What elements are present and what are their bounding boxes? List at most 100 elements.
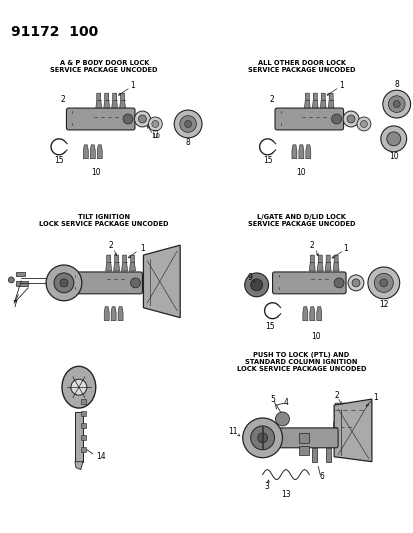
Polygon shape xyxy=(93,112,97,124)
Circle shape xyxy=(275,412,289,426)
Bar xyxy=(81,399,85,404)
Circle shape xyxy=(347,275,363,291)
Text: 4: 4 xyxy=(283,398,288,407)
Polygon shape xyxy=(301,112,306,124)
Circle shape xyxy=(184,120,191,127)
Text: 8: 8 xyxy=(185,139,190,147)
Circle shape xyxy=(380,126,406,152)
Text: 14: 14 xyxy=(96,452,105,461)
Text: 6: 6 xyxy=(319,472,324,481)
Polygon shape xyxy=(309,306,314,321)
FancyBboxPatch shape xyxy=(272,272,345,294)
Text: 3: 3 xyxy=(263,482,268,491)
Polygon shape xyxy=(113,112,118,124)
Text: 11: 11 xyxy=(228,427,237,437)
Polygon shape xyxy=(106,274,111,286)
FancyBboxPatch shape xyxy=(274,108,343,130)
Circle shape xyxy=(148,117,162,131)
Polygon shape xyxy=(107,112,112,124)
Polygon shape xyxy=(346,422,351,434)
Circle shape xyxy=(134,111,150,127)
Bar xyxy=(81,435,85,440)
Polygon shape xyxy=(291,145,296,159)
Polygon shape xyxy=(316,255,323,271)
Polygon shape xyxy=(111,306,116,321)
Text: 2: 2 xyxy=(334,391,339,400)
Polygon shape xyxy=(341,403,347,419)
Text: 15: 15 xyxy=(264,322,274,331)
Polygon shape xyxy=(332,422,337,434)
Polygon shape xyxy=(325,255,330,271)
Polygon shape xyxy=(323,274,328,286)
Circle shape xyxy=(130,278,140,288)
Text: 1: 1 xyxy=(343,244,348,253)
Text: 15: 15 xyxy=(54,156,64,165)
Bar xyxy=(16,281,28,286)
Polygon shape xyxy=(349,403,355,419)
Bar xyxy=(325,448,330,462)
Polygon shape xyxy=(302,306,307,321)
Polygon shape xyxy=(100,112,104,124)
Text: 10: 10 xyxy=(388,152,398,161)
Text: 10: 10 xyxy=(311,332,320,341)
Circle shape xyxy=(244,273,268,297)
Polygon shape xyxy=(143,245,180,318)
Circle shape xyxy=(351,279,359,287)
Bar xyxy=(299,446,309,455)
Bar xyxy=(299,433,309,443)
Circle shape xyxy=(174,110,202,138)
Circle shape xyxy=(257,433,267,443)
Polygon shape xyxy=(118,306,123,321)
Polygon shape xyxy=(308,112,313,124)
Polygon shape xyxy=(97,145,102,159)
Circle shape xyxy=(333,278,343,288)
Polygon shape xyxy=(321,112,326,124)
Text: 1: 1 xyxy=(338,80,343,90)
Polygon shape xyxy=(104,306,109,321)
Circle shape xyxy=(386,132,400,146)
Text: 10: 10 xyxy=(91,168,100,177)
Circle shape xyxy=(123,114,133,124)
Bar xyxy=(81,411,85,416)
Text: ALL OTHER DOOR LOCK
SERVICE PACKAGE UNCODED: ALL OTHER DOOR LOCK SERVICE PACKAGE UNCO… xyxy=(247,60,354,73)
Polygon shape xyxy=(121,255,127,271)
Bar xyxy=(75,412,83,462)
Polygon shape xyxy=(105,255,112,271)
Polygon shape xyxy=(316,274,321,286)
Circle shape xyxy=(54,273,74,293)
Polygon shape xyxy=(112,93,117,109)
Polygon shape xyxy=(315,112,320,124)
Circle shape xyxy=(387,96,404,112)
Text: 2: 2 xyxy=(108,240,113,249)
Polygon shape xyxy=(309,274,314,286)
Circle shape xyxy=(356,117,370,131)
Text: 1: 1 xyxy=(130,80,135,90)
Text: 5: 5 xyxy=(269,394,274,403)
Polygon shape xyxy=(328,93,333,109)
Circle shape xyxy=(250,426,274,450)
Polygon shape xyxy=(332,255,338,271)
Circle shape xyxy=(382,90,410,118)
Polygon shape xyxy=(304,93,310,109)
Text: 7: 7 xyxy=(12,300,17,309)
Text: L/GATE AND D/LID LOCK
SERVICE PACKAGE UNCODED: L/GATE AND D/LID LOCK SERVICE PACKAGE UN… xyxy=(247,214,354,227)
Bar xyxy=(16,272,25,276)
Text: 1: 1 xyxy=(373,393,377,402)
Polygon shape xyxy=(119,93,125,109)
Ellipse shape xyxy=(62,366,95,408)
Polygon shape xyxy=(305,145,310,159)
Bar xyxy=(311,448,316,462)
Text: TILT IGNITION
LOCK SERVICE PACKAGE UNCODED: TILT IGNITION LOCK SERVICE PACKAGE UNCOD… xyxy=(39,214,169,227)
Polygon shape xyxy=(311,93,318,109)
Bar xyxy=(81,423,85,428)
Circle shape xyxy=(250,279,262,291)
Text: 2: 2 xyxy=(309,240,314,249)
Circle shape xyxy=(379,279,387,287)
Polygon shape xyxy=(298,145,303,159)
Circle shape xyxy=(373,273,392,293)
Circle shape xyxy=(46,265,82,301)
Text: 10: 10 xyxy=(296,168,306,177)
Circle shape xyxy=(60,279,68,287)
Polygon shape xyxy=(316,306,321,321)
Circle shape xyxy=(367,267,399,299)
